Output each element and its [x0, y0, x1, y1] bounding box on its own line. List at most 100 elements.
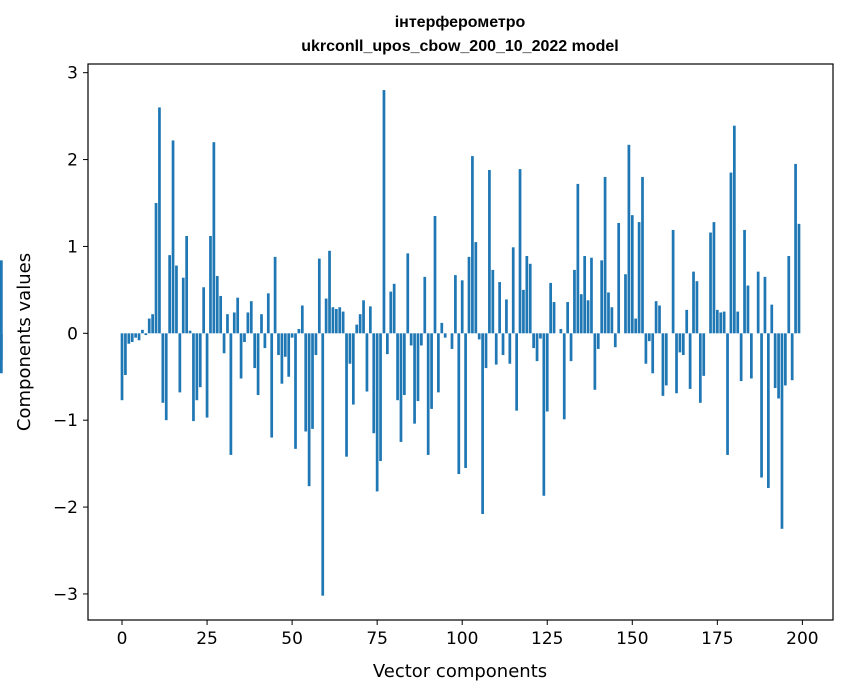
- bar-36: [243, 333, 246, 342]
- bar-75: [375, 333, 379, 492]
- x-tick-label: 175: [701, 629, 733, 649]
- bar-54: [304, 333, 308, 432]
- bar-32: [229, 333, 233, 455]
- bar-61: [328, 250, 331, 334]
- bar-167: [688, 333, 692, 389]
- bar-15: [171, 140, 175, 334]
- bar-138: [590, 257, 593, 334]
- bar-111: [498, 282, 501, 334]
- bar-108: [488, 169, 491, 334]
- bar-181: [736, 311, 740, 334]
- bar-162: [671, 229, 675, 334]
- bar-191: [770, 304, 774, 334]
- bar-81: [396, 333, 399, 401]
- bar-86: [413, 333, 416, 424]
- bar-116: [515, 333, 518, 411]
- bar-44: [270, 333, 274, 438]
- bar-132: [569, 333, 573, 362]
- bar-79: [389, 291, 393, 334]
- bar-80: [392, 283, 396, 334]
- bar-190: [767, 333, 770, 488]
- bar-83: [403, 333, 406, 395]
- y-axis-ticks: −3 −2 −1 0 1 2 3: [53, 64, 88, 605]
- bar-195: [784, 333, 787, 386]
- bar-115: [511, 247, 515, 334]
- bar-164: [678, 333, 682, 353]
- bar-70: [358, 314, 362, 334]
- bar-11: [158, 107, 161, 334]
- bar-107: [484, 333, 488, 369]
- bar-90: [426, 333, 430, 455]
- bar-23: [198, 333, 202, 388]
- bar-193: [777, 333, 780, 399]
- bar-105: [477, 333, 481, 340]
- bar-92: [433, 216, 437, 334]
- bar-160: [664, 333, 668, 386]
- bar-169: [695, 281, 699, 334]
- bar-144: [610, 307, 614, 334]
- bar-85: [409, 333, 413, 346]
- bar-89: [423, 276, 427, 334]
- bar-170: [698, 333, 702, 403]
- bar-183: [743, 229, 746, 334]
- bar-124: [542, 333, 546, 496]
- bar-30: [222, 333, 226, 354]
- bar-51: [294, 333, 297, 449]
- bar-9: [151, 314, 154, 334]
- bar-39: [253, 333, 257, 369]
- y-tick-label: 0: [67, 324, 78, 344]
- bar-43: [266, 293, 270, 334]
- bar-166: [685, 309, 689, 334]
- bar-134: [576, 183, 580, 334]
- bar-155: [647, 333, 651, 342]
- bar-110: [494, 333, 498, 365]
- bar-142: [603, 176, 607, 334]
- bar-153: [641, 176, 644, 334]
- chart-title-line-2: ukrconll_upos_cbow_200_10_2022 model: [301, 38, 618, 55]
- bar-109: [491, 269, 495, 334]
- y-tick-label: 2: [67, 151, 78, 171]
- bar-13: [164, 333, 168, 421]
- bar-157: [654, 301, 658, 334]
- bar-104: [474, 242, 478, 334]
- bar-26: [209, 236, 212, 334]
- bar-59: [321, 333, 325, 596]
- x-tick-label: 200: [786, 629, 818, 649]
- bar-undefined: [0, 260, 3, 334]
- bar-1: [124, 333, 127, 376]
- y-tick-label: −3: [53, 585, 78, 605]
- bar-135: [579, 294, 583, 334]
- bar-126: [549, 282, 553, 334]
- bar-27: [212, 142, 216, 334]
- bar-143: [607, 292, 610, 334]
- bar-177: [722, 311, 726, 334]
- bar-180: [732, 125, 736, 334]
- bar-129: [559, 328, 563, 334]
- x-tick-label: 25: [196, 629, 218, 649]
- bar-156: [651, 333, 655, 374]
- bar-189: [763, 276, 767, 334]
- bar-64: [338, 307, 342, 334]
- bar-163: [675, 333, 678, 394]
- bar-131: [566, 302, 570, 334]
- bar-194: [780, 333, 784, 529]
- x-tick-label: 150: [616, 629, 648, 649]
- bar-22: [195, 333, 199, 401]
- bar-33: [232, 312, 236, 334]
- bar-122: [535, 333, 539, 362]
- bar-184: [746, 285, 750, 334]
- bar-5: [137, 333, 141, 341]
- bar-58: [317, 258, 321, 334]
- chart-title-line-1: інтерферометро: [395, 14, 526, 31]
- bar-69: [355, 324, 359, 334]
- bar-197: [790, 333, 794, 381]
- bar-100: [460, 280, 464, 334]
- bar-171: [702, 333, 706, 376]
- bar-178: [726, 333, 729, 455]
- bar-29: [219, 295, 223, 334]
- bar-152: [637, 222, 641, 334]
- bar-101: [464, 333, 467, 468]
- bar-87: [416, 333, 420, 402]
- bar-37: [246, 312, 250, 334]
- bar-133: [573, 269, 576, 334]
